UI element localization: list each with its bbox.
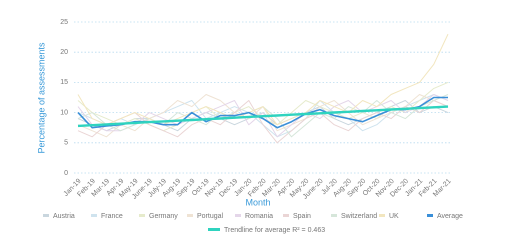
y-tick-label: 0 bbox=[64, 170, 68, 177]
legend-swatch bbox=[139, 214, 145, 217]
legend-label: France bbox=[101, 213, 123, 220]
legend-label: Austria bbox=[53, 213, 75, 220]
country-line bbox=[77, 100, 449, 144]
legend-label: Romania bbox=[245, 213, 273, 220]
y-tick-label: 20 bbox=[60, 49, 68, 56]
legend-swatch bbox=[187, 214, 193, 217]
legend-swatch bbox=[91, 214, 97, 217]
x-axis-title: Month bbox=[245, 197, 270, 207]
y-tick-label: 5 bbox=[64, 140, 68, 147]
legend-swatch bbox=[235, 214, 241, 217]
legend-label: Switzerland bbox=[341, 213, 377, 220]
legend-swatch bbox=[427, 214, 433, 217]
y-tick-label: 10 bbox=[60, 109, 68, 116]
legend-swatch bbox=[283, 214, 289, 217]
legend-label: Spain bbox=[293, 213, 311, 220]
legend-swatch bbox=[331, 214, 337, 217]
legend-swatch bbox=[43, 214, 49, 217]
y-axis-title: Percentage of assessments bbox=[36, 42, 46, 154]
legend-swatch bbox=[379, 214, 385, 217]
country-line bbox=[77, 33, 449, 126]
legend-label: Average bbox=[437, 213, 463, 220]
legend-label: Germany bbox=[149, 213, 178, 220]
legend-swatch bbox=[208, 228, 220, 231]
country-line bbox=[77, 94, 449, 138]
legend-label: Trendline for average R² = 0.463 bbox=[224, 227, 325, 234]
y-tick-label: 25 bbox=[60, 19, 68, 26]
legend-label: Portugal bbox=[197, 213, 224, 220]
trendline bbox=[77, 105, 449, 128]
y-tick-label: 15 bbox=[60, 79, 68, 86]
legend-label: UK bbox=[389, 213, 399, 220]
